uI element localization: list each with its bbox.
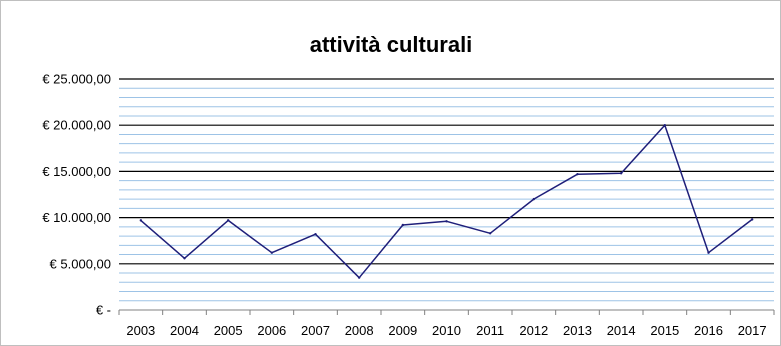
data-series: [139, 124, 754, 279]
y-tick-label: € 5.000,00: [50, 256, 111, 271]
data-point: [226, 219, 230, 222]
x-tick-label: 2016: [694, 323, 723, 338]
x-tick-label: 2012: [519, 323, 548, 338]
x-tick-label: 2006: [257, 323, 286, 338]
y-tick-label: € 15.000,00: [42, 164, 111, 179]
data-point: [445, 220, 448, 223]
y-tick-label: € 25.000,00: [42, 72, 111, 87]
x-tick-label: 2011: [476, 323, 504, 338]
data-point: [401, 223, 405, 227]
x-axis-tick-labels: 2003 2004 2005 2006 2007 2008 2009 2010 2011 2012…: [126, 323, 766, 338]
x-tick-label: 2009: [388, 323, 417, 338]
data-point: [707, 251, 710, 254]
data-point: [183, 257, 186, 260]
major-gridlines: [119, 78, 774, 265]
data-point: [576, 172, 579, 176]
data-point: [750, 218, 754, 221]
y-tick-label: € 20.000,00: [42, 118, 111, 133]
x-tick-label: 2003: [126, 323, 155, 338]
y-axis-tick-labels: € - € 5.000,00 € 10.000,00 € 15.000,00 € 20.…: [42, 72, 111, 318]
x-axis: [118, 309, 775, 315]
x-tick-label: 2010: [432, 323, 461, 338]
x-tick-label: 2015: [650, 323, 679, 338]
minor-gridlines: [119, 87, 774, 302]
y-tick-label: € -: [96, 303, 111, 318]
chart-title: attività culturali: [310, 32, 473, 57]
data-point: [270, 251, 274, 254]
x-tick-label: 2013: [563, 323, 592, 338]
x-tick-label: 2017: [738, 323, 767, 338]
data-point: [619, 172, 623, 175]
data-point: [488, 232, 492, 235]
y-tick-label: € 10.000,00: [42, 210, 111, 225]
x-tick-label: 2008: [345, 323, 374, 338]
x-tick-label: 2004: [170, 323, 199, 338]
data-point: [532, 197, 536, 201]
data-point: [663, 124, 667, 127]
x-tick-label: 2005: [214, 323, 243, 338]
x-tick-label: 2014: [607, 323, 636, 338]
x-tick-label: 2007: [301, 323, 330, 338]
data-point: [139, 219, 143, 222]
data-point: [314, 233, 317, 236]
data-point: [357, 276, 361, 279]
